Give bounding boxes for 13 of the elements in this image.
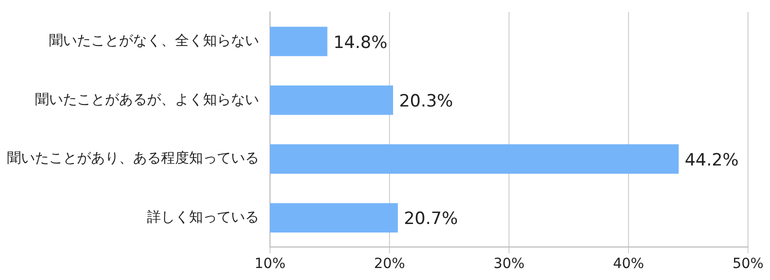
x-tick-label: 20% (374, 256, 406, 272)
x-tick-label: 40% (612, 256, 644, 272)
data-label: 20.7% (404, 209, 458, 230)
y-tick-label: 聞いたことがあり、ある程度知っている (7, 150, 259, 167)
x-tick-label: 50% (732, 256, 764, 272)
x-tick-label: 10% (254, 256, 286, 272)
y-tick-label: 聞いたことがあるが、よく知らない (35, 92, 259, 108)
data-label: 20.3% (399, 92, 454, 112)
x-tick-label: 30% (493, 256, 525, 272)
y-tick-label: 聞いたことがなく、全く知らない (49, 33, 259, 50)
y-tick-label: 詳しく知っている (147, 209, 259, 226)
data-label: 14.8% (333, 32, 388, 53)
data-label: 44.2% (684, 150, 739, 170)
